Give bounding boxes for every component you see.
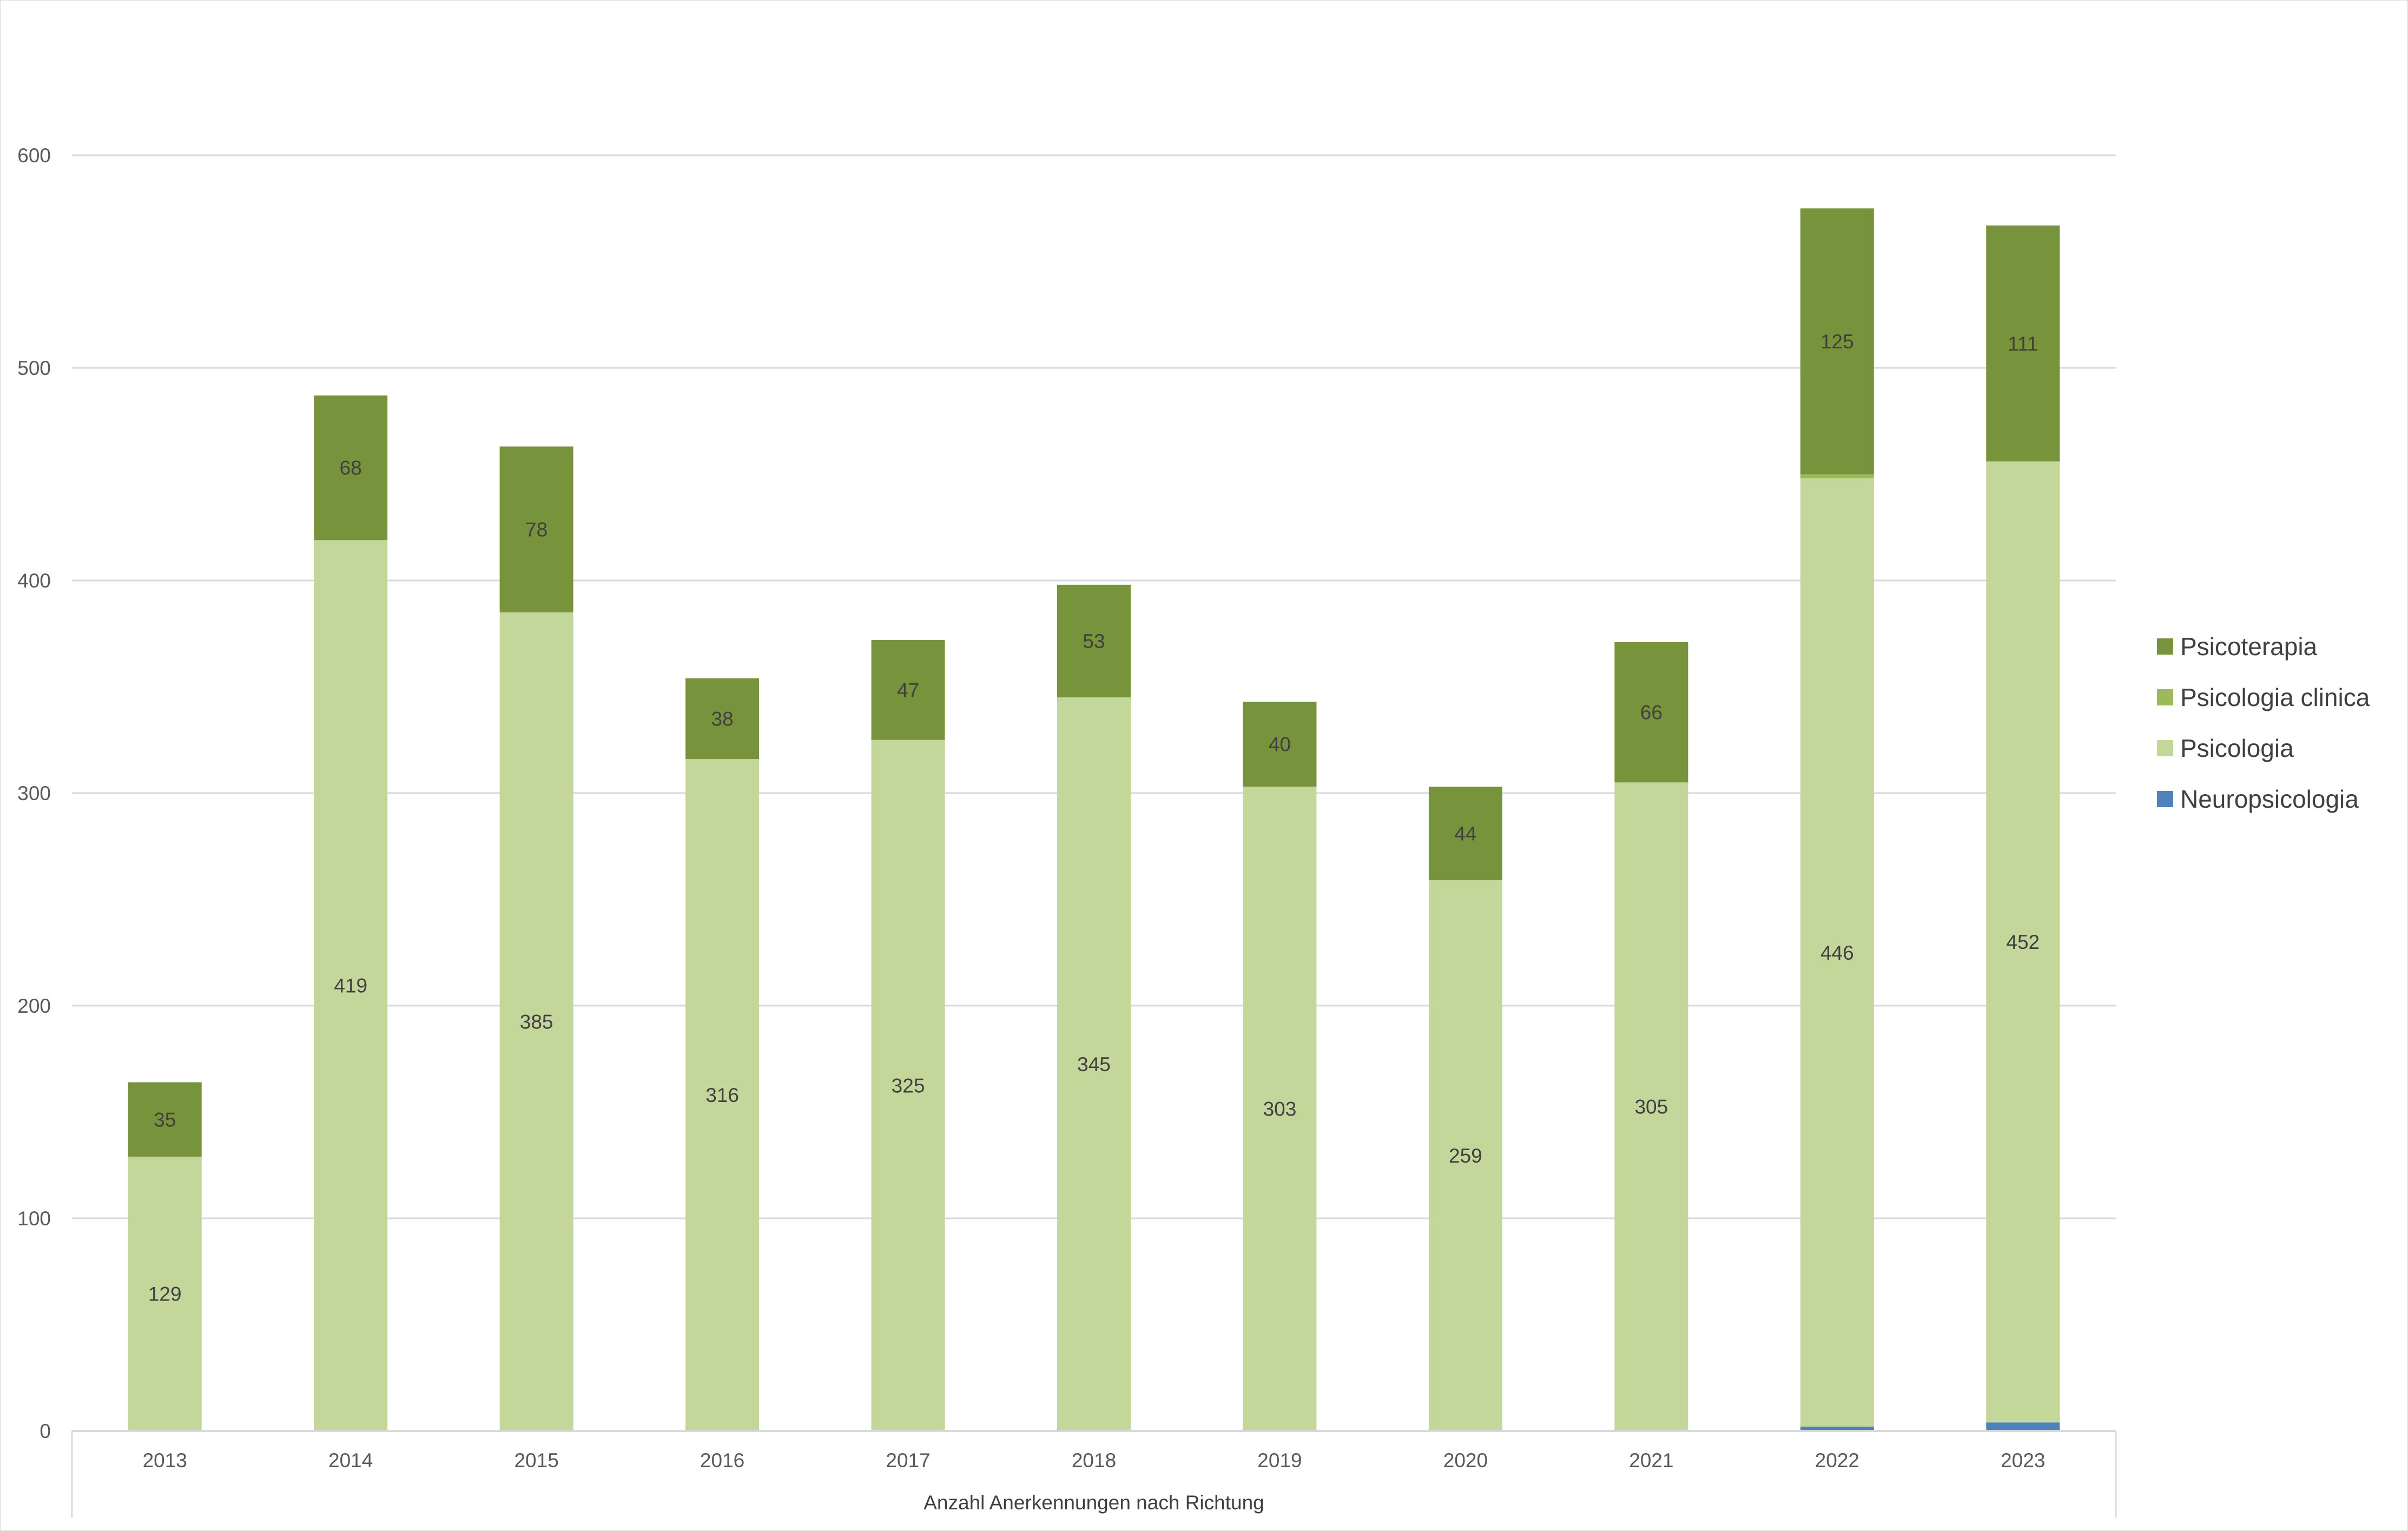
- x-tick-label: 2013: [143, 1449, 187, 1471]
- legend: Psicoterapia Psicologia clinica Psicologia…: [2157, 632, 2370, 813]
- legend-swatch: [2157, 638, 2173, 655]
- x-tick-label: 2017: [886, 1449, 930, 1471]
- x-tick-label: 2022: [1815, 1449, 1859, 1471]
- data-label: 38: [711, 708, 734, 730]
- x-tick-label: 2016: [700, 1449, 744, 1471]
- bar-psicologia: [871, 740, 945, 1431]
- x-tick-label: 2019: [1257, 1449, 1302, 1471]
- x-axis-title: Anzahl Anerkennungen nach Richtung: [923, 1492, 1264, 1514]
- data-label: 446: [1820, 942, 1854, 964]
- data-label: 68: [340, 457, 362, 479]
- data-label: 35: [154, 1108, 176, 1131]
- legend-swatch: [2157, 740, 2173, 756]
- data-label: 325: [892, 1074, 925, 1097]
- bar-psicologia: [1800, 478, 1874, 1427]
- legend-label: Psicoterapia: [2180, 632, 2318, 661]
- data-label: 419: [334, 975, 367, 997]
- data-label: 40: [1269, 734, 1291, 756]
- data-label: 305: [1634, 1096, 1668, 1118]
- data-label: 452: [2006, 931, 2040, 953]
- bars: [128, 208, 2060, 1431]
- bar-psicoterapia: [1243, 702, 1317, 787]
- data-label: 66: [1640, 702, 1662, 724]
- y-tick-label: 0: [39, 1420, 51, 1442]
- legend-label: Neuropsicologia: [2180, 785, 2359, 813]
- bar-psicoterapia: [871, 640, 945, 740]
- bar-psicoterapia: [1614, 642, 1688, 783]
- data-label: 129: [148, 1283, 182, 1305]
- data-label: 316: [705, 1084, 739, 1106]
- data-label: 303: [1263, 1098, 1297, 1120]
- gridlines: [72, 154, 2116, 1219]
- x-tick-label: 2020: [1443, 1449, 1488, 1471]
- y-tick-label: 600: [17, 144, 51, 167]
- bar-psicoterapia: [1428, 787, 1502, 881]
- x-tick-label: 2014: [328, 1449, 373, 1471]
- bar-psicoterapia: [499, 446, 573, 612]
- bar-psicoterapia: [314, 395, 388, 540]
- bar-psicologia: [1986, 461, 2060, 1423]
- data-label: 125: [1820, 331, 1854, 353]
- x-tick-label: 2018: [1072, 1449, 1116, 1471]
- bar-psicologia: [685, 759, 760, 1431]
- axes: 0 100 200 300 400 500 600 2013 2014 2015 2016 2017 2…: [17, 144, 2117, 1517]
- bar-psicoterapia: [128, 1082, 202, 1157]
- data-labels: 129 35 419 68 385 78 316 38 325 47 345 53 303 40 259 44…: [148, 331, 2040, 1305]
- data-label: 111: [2008, 333, 2038, 355]
- x-tick-label: 2023: [2001, 1449, 2045, 1471]
- data-label: 385: [520, 1011, 553, 1033]
- bar-psicologia: [499, 612, 573, 1431]
- bar-psicoterapia: [1057, 584, 1131, 698]
- bar-psicologia: [128, 1157, 202, 1431]
- bar-psicologia: [1428, 880, 1502, 1431]
- y-tick-label: 300: [17, 782, 51, 804]
- data-label: 44: [1454, 823, 1476, 845]
- bar-psicologia: [1243, 787, 1317, 1431]
- bar-neuropsicologia: [1800, 1427, 1874, 1431]
- data-label: 78: [525, 519, 547, 541]
- data-label: 47: [897, 679, 919, 701]
- bar-psicologia: [1614, 782, 1688, 1431]
- legend-swatch: [2157, 791, 2173, 807]
- data-label: 259: [1449, 1145, 1482, 1167]
- bar-psicologia: [1057, 697, 1131, 1431]
- bar-psicoterapia: [1986, 225, 2060, 461]
- bar-psicoterapia: [1800, 208, 1874, 474]
- y-tick-label: 500: [17, 357, 51, 379]
- legend-swatch: [2157, 689, 2173, 705]
- data-label: 53: [1083, 630, 1105, 652]
- data-label: 345: [1077, 1053, 1111, 1075]
- y-tick-label: 200: [17, 995, 51, 1017]
- bar-psicoterapia: [685, 678, 760, 760]
- x-tick-label: 2015: [514, 1449, 558, 1471]
- bar-neuropsicologia: [1986, 1422, 2060, 1431]
- y-tick-label: 100: [17, 1207, 51, 1230]
- legend-label: Psicologia clinica: [2180, 683, 2370, 711]
- y-tick-label: 400: [17, 570, 51, 592]
- bar-psicologia: [314, 540, 388, 1431]
- x-tick-label: 2021: [1629, 1449, 1673, 1471]
- legend-label: Psicologia: [2180, 734, 2294, 762]
- bar-psicologia-clinica: [1800, 474, 1874, 479]
